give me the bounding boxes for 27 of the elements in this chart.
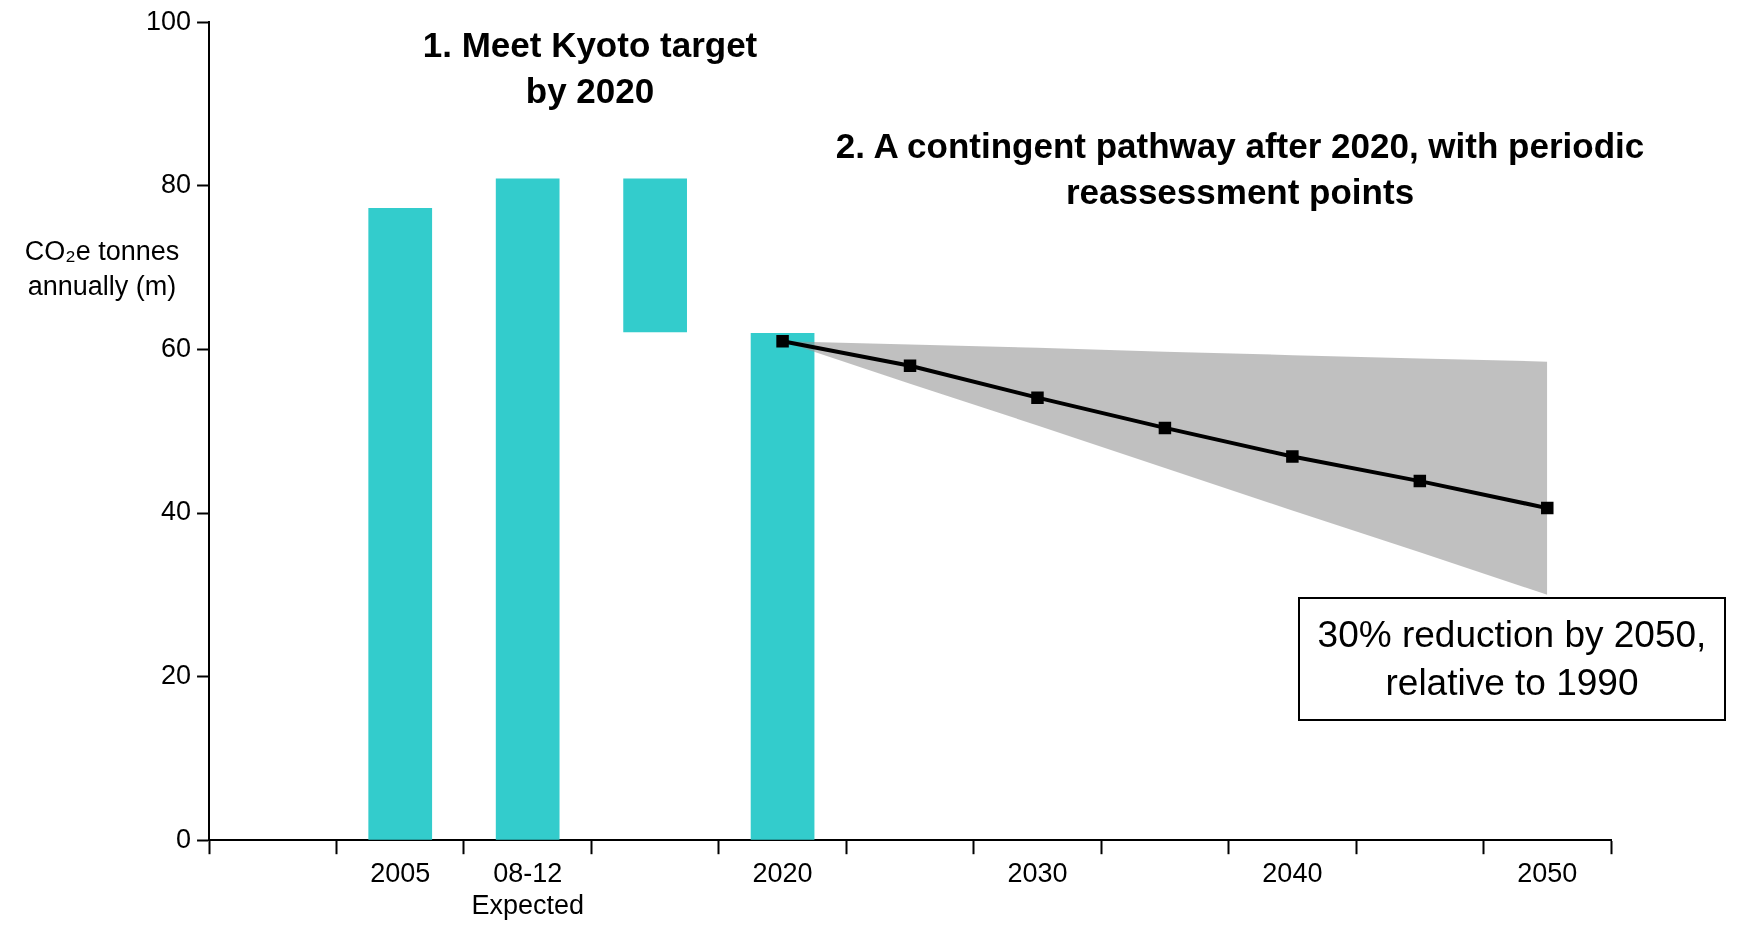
x-tick-label: 2005 (370, 857, 431, 888)
point (1286, 450, 1299, 463)
bar (368, 207, 433, 840)
annotation: 1. Meet Kyoto target by 2020 (421, 24, 759, 112)
y-axis-title: CO₂e tonnes annually (m) (23, 235, 181, 304)
y-tick-label: 80 (161, 169, 192, 200)
x-tick-label: 08-12 Expected (471, 857, 584, 921)
y-tick-label: 60 (161, 332, 192, 363)
y-tick-label: 20 (161, 660, 192, 691)
x-tick-label: 2050 (1517, 857, 1578, 888)
bar (750, 333, 815, 840)
x-tick-label: 2030 (1007, 857, 1068, 888)
x-tick-label: 2040 (1262, 857, 1323, 888)
point (1541, 501, 1554, 515)
point (1413, 474, 1427, 488)
point (1158, 421, 1172, 435)
x-tick-label: 2020 (752, 857, 813, 888)
y-tick-label: 40 (161, 496, 192, 527)
annotation: 30% reduction by 2050, relative to 1990 (1298, 597, 1726, 722)
y-tick-label: 100 (145, 5, 192, 36)
point (1031, 391, 1044, 404)
y-tick-label: 0 (176, 823, 192, 854)
bar (495, 178, 560, 840)
annotation: 2. A contingent pathway after 2020, with periodic reassessment points (834, 125, 1646, 213)
bar (623, 178, 687, 333)
point (776, 334, 789, 348)
point (903, 359, 917, 372)
